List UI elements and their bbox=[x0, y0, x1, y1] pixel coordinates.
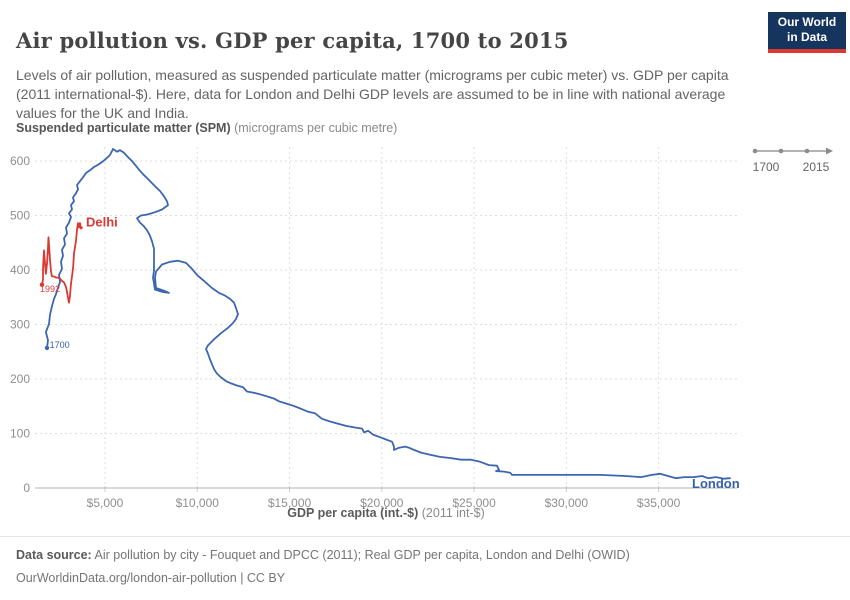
x-axis-title: GDP per capita (int.-$) (2011 int-$) bbox=[35, 506, 737, 520]
y-tick-label: 100 bbox=[10, 427, 30, 441]
data-source-text: Air pollution by city - Fouquet and DPCC… bbox=[94, 548, 630, 562]
y-axis-title-main: Suspended particulate matter (SPM) bbox=[16, 121, 231, 135]
timeline-end-label[interactable]: 2015 bbox=[803, 160, 830, 174]
y-axis-title: Suspended particulate matter (SPM) (micr… bbox=[16, 121, 397, 135]
timeline-start-label[interactable]: 1700 bbox=[753, 160, 780, 174]
x-tick-label: $15,000 bbox=[268, 496, 312, 510]
timeline-dot[interactable] bbox=[804, 148, 810, 154]
page-title: Air pollution vs. GDP per capita, 1700 t… bbox=[16, 28, 569, 54]
delhi-line[interactable] bbox=[41, 222, 83, 304]
data-source-line: Data source: Air pollution by city - Fou… bbox=[16, 546, 834, 565]
owid-logo-line2: in Data bbox=[786, 30, 827, 44]
y-tick-label: 0 bbox=[23, 481, 30, 495]
timeline-dot[interactable] bbox=[778, 148, 784, 154]
owid-logo-line1: Our World bbox=[777, 15, 837, 29]
year-label-1992: 1992 bbox=[40, 284, 60, 294]
year-label-1700: 1700 bbox=[50, 340, 70, 350]
y-tick-label: 600 bbox=[10, 154, 30, 168]
series-label-delhi[interactable]: Delhi bbox=[86, 214, 118, 229]
london-start-marker bbox=[44, 345, 50, 351]
y-tick-label: 400 bbox=[10, 263, 30, 277]
x-tick-label: $35,000 bbox=[637, 496, 681, 510]
owid-logo[interactable]: Our World in Data bbox=[768, 12, 846, 53]
license-line[interactable]: OurWorldinData.org/london-air-pollution … bbox=[16, 570, 286, 585]
timeline-dot[interactable] bbox=[752, 148, 758, 154]
chart-subtitle: Levels of air pollution, measured as sus… bbox=[16, 67, 729, 121]
y-tick-label: 200 bbox=[10, 372, 30, 386]
timeline-arrow-icon[interactable] bbox=[826, 147, 833, 155]
y-tick-label: 300 bbox=[10, 318, 30, 332]
y-axis-title-unit: (micrograms per cubic metre) bbox=[234, 121, 398, 135]
y-tick-label: 500 bbox=[10, 209, 30, 223]
chart-footer: Data source: Air pollution by city - Fou… bbox=[0, 536, 850, 588]
x-tick-label: $20,000 bbox=[360, 496, 404, 510]
delhi-start-marker bbox=[39, 282, 45, 287]
x-axis-title-unit: (2011 int-$) bbox=[421, 506, 485, 520]
x-axis-title-main: GDP per capita (int.-$) bbox=[287, 506, 419, 520]
x-tick-label: $10,000 bbox=[176, 496, 220, 510]
series-label-london[interactable]: London bbox=[692, 476, 740, 491]
x-tick-label: $25,000 bbox=[452, 496, 496, 510]
data-source-label: Data source: bbox=[16, 548, 92, 562]
london-line[interactable] bbox=[45, 148, 731, 480]
x-tick-label: $30,000 bbox=[545, 496, 589, 510]
x-tick-label: $5,000 bbox=[87, 496, 124, 510]
